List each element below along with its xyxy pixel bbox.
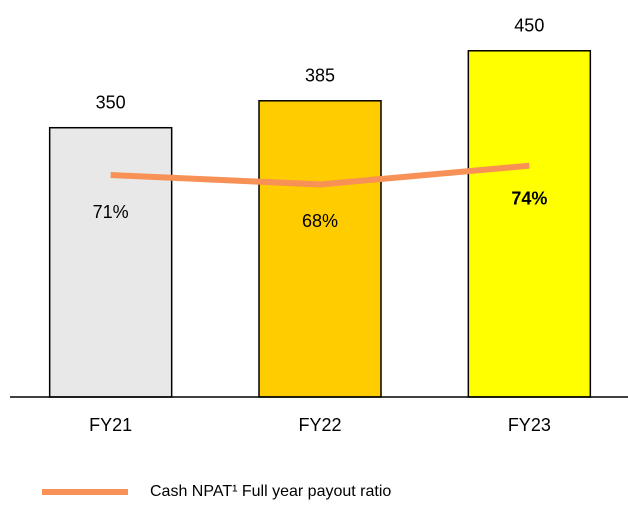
bar-value-label: 385	[305, 66, 335, 86]
bar	[467, 50, 592, 398]
bar	[48, 126, 173, 398]
line	[110, 162, 530, 188]
legend-label: Cash NPAT¹ Full year payout ratio	[150, 483, 391, 500]
bar	[258, 100, 382, 398]
line-value-label: 71%	[93, 202, 129, 222]
x-tick-label: FY23	[508, 415, 551, 435]
x-tick-label: FY22	[298, 415, 341, 435]
bar-value-label: 450	[514, 16, 544, 36]
bar-value-label: 350	[96, 92, 126, 112]
line-value-label: 68%	[302, 211, 338, 231]
x-tick-label: FY21	[89, 415, 132, 435]
line-value-label: 74%	[511, 188, 547, 208]
